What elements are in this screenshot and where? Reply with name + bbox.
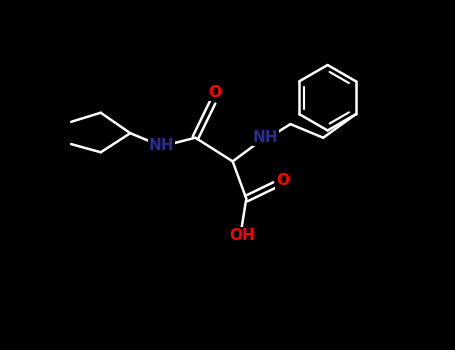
Text: O: O <box>208 85 222 100</box>
Text: O: O <box>276 173 289 188</box>
Text: OH: OH <box>229 228 255 243</box>
Text: NH: NH <box>148 138 174 153</box>
Text: NH: NH <box>253 130 278 145</box>
